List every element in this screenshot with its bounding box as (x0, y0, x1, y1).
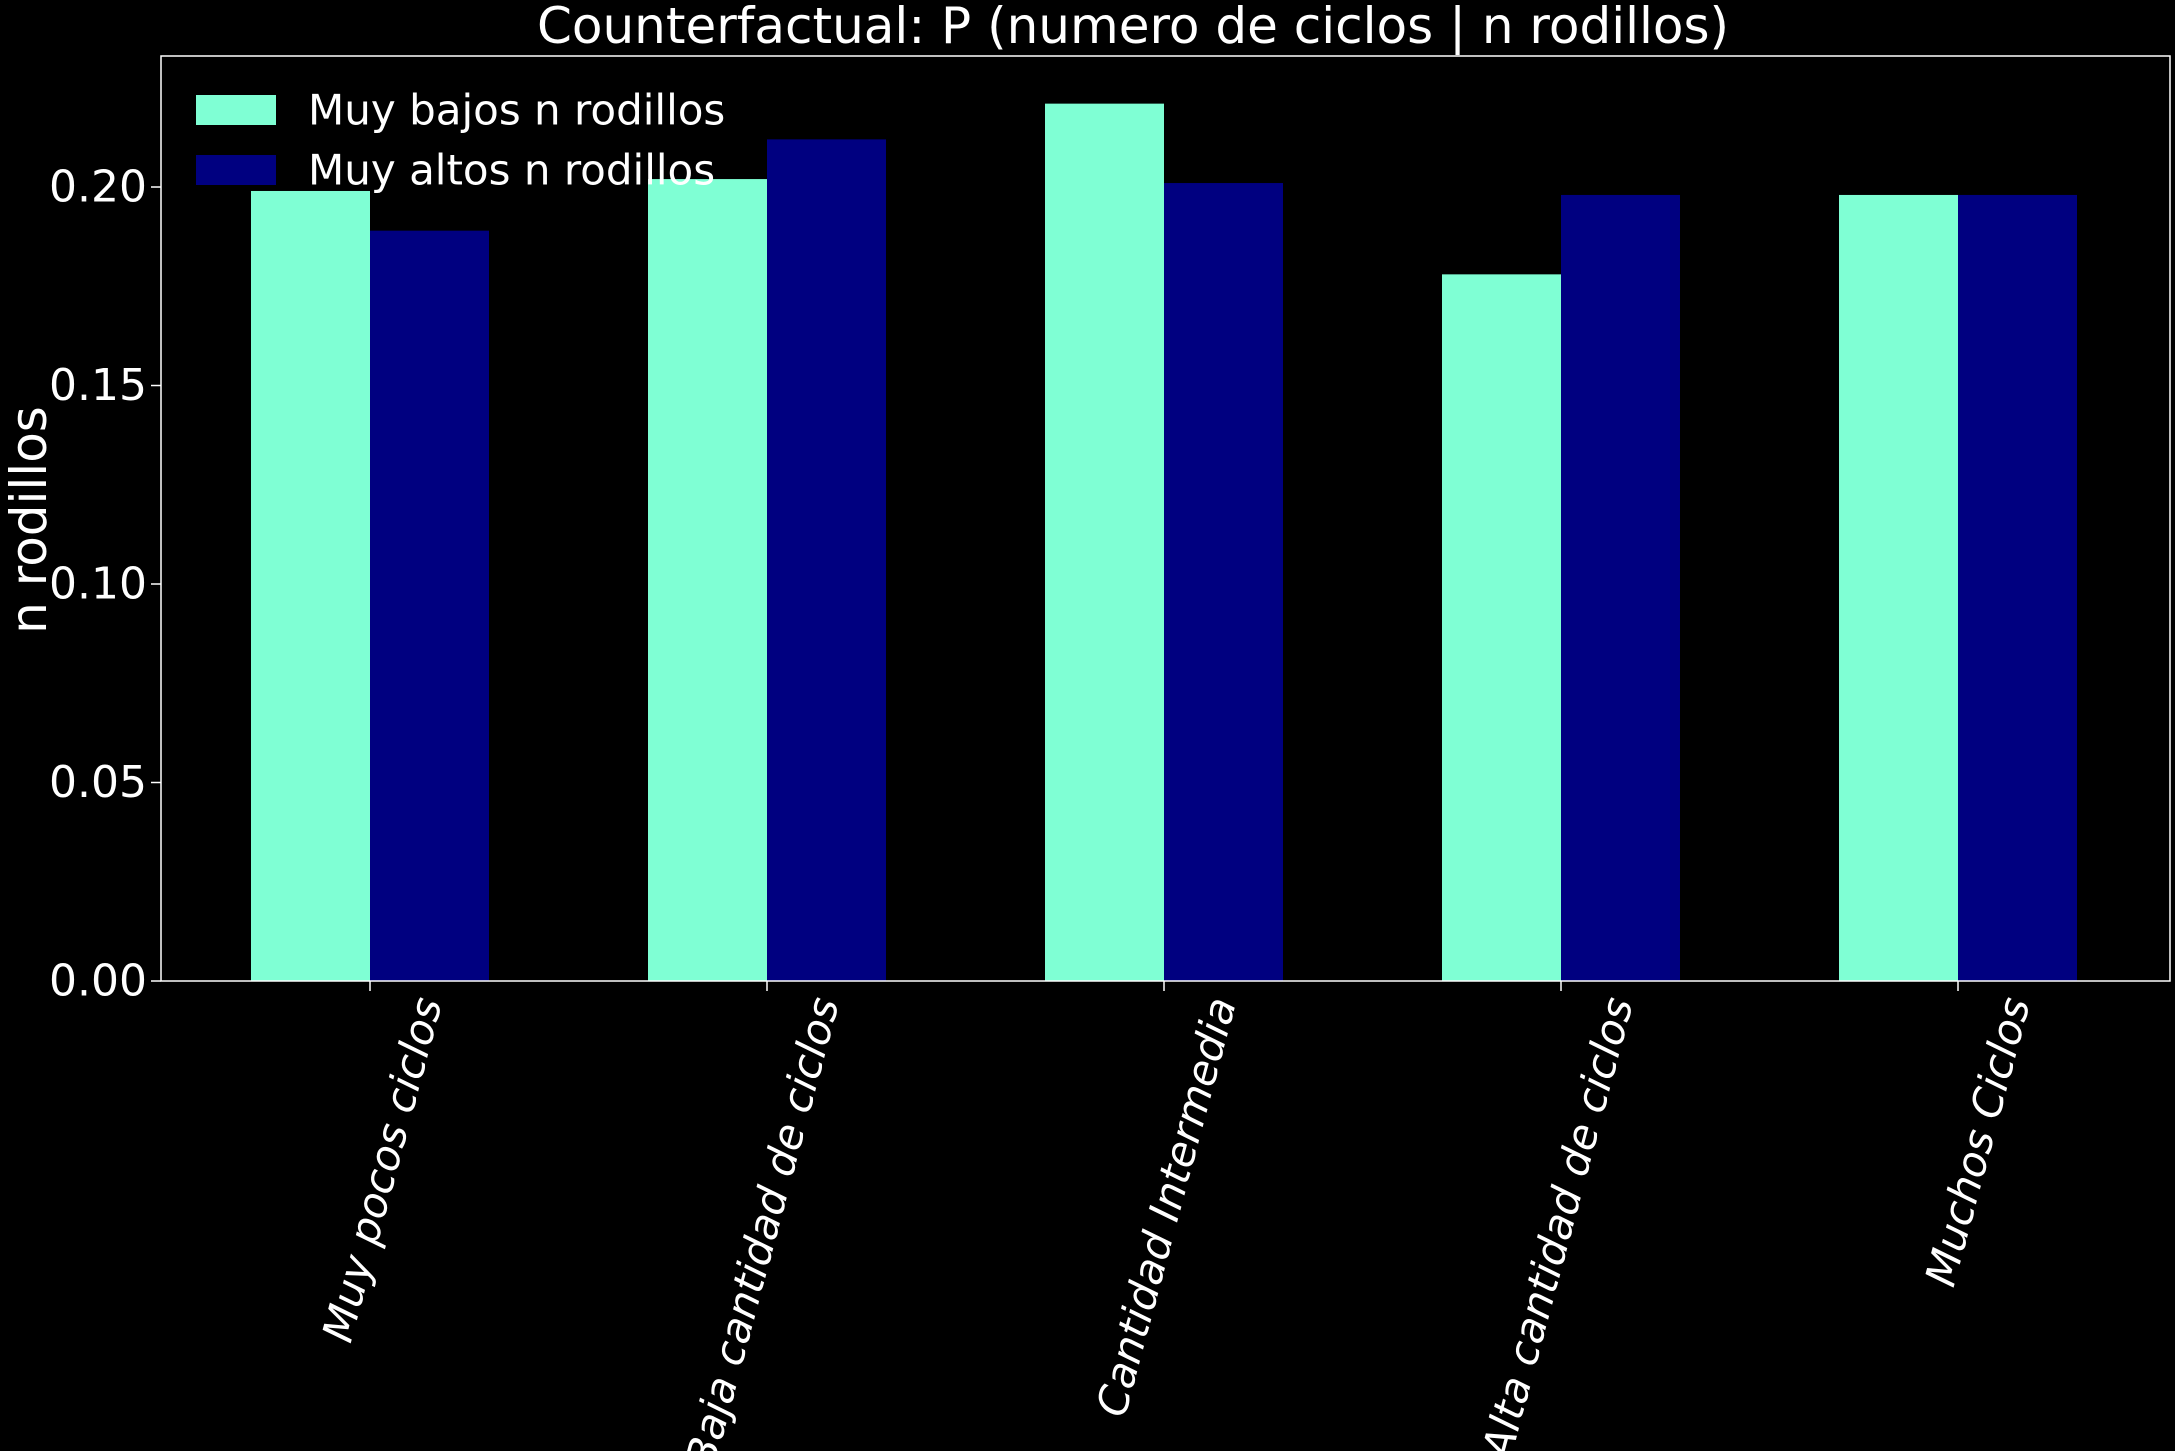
x-tick-label: Alta cantidad de ciclos (1472, 992, 1643, 1451)
bars (251, 103, 2077, 982)
bar-muy-altos-1 (370, 230, 489, 982)
bar-muy-altos-5 (1958, 194, 2077, 982)
y-tick-label: 0.15 (49, 360, 147, 411)
bar-muy-bajos-4 (1442, 274, 1561, 981)
legend-label-2: Muy altos n rodillos (308, 146, 715, 195)
bar-muy-bajos-1 (251, 190, 370, 982)
bar-muy-bajos-3 (1045, 103, 1164, 982)
x-tick-label: Muy pocos ciclos (313, 992, 452, 1347)
legend: Muy bajos n rodillos Muy altos n rodillos (196, 86, 725, 195)
bar-muy-bajos-5 (1839, 194, 1958, 982)
plot-frame (160, 55, 2171, 982)
x-tick-label: Muchos Ciclos (1916, 992, 2040, 1291)
y-tick-label: 0.00 (49, 956, 147, 1007)
legend-swatch-2 (196, 155, 276, 185)
chart-title: Counterfactual: P (numero de ciclos | n … (537, 0, 1729, 55)
y-axis-label: n rodillos (0, 406, 58, 634)
bar-muy-bajos-2 (648, 179, 767, 981)
bar-muy-altos-3 (1164, 183, 1283, 981)
x-tick-label: Baja cantidad de ciclos (676, 992, 849, 1451)
y-tick-label: 0.05 (49, 757, 147, 808)
legend-swatch-1 (196, 95, 276, 125)
bar-muy-altos-2 (767, 139, 886, 982)
y-tick-label: 0.10 (49, 559, 147, 610)
y-axis: 0.00 0.05 0.10 0.15 0.20 (49, 162, 161, 1007)
y-tick-label: 0.20 (49, 162, 147, 213)
legend-label-1: Muy bajos n rodillos (308, 86, 725, 135)
x-axis: Muy pocos ciclos Baja cantidad de ciclos C… (313, 981, 2040, 1451)
x-tick-label: Cantidad Intermedia (1087, 992, 1246, 1422)
bar-muy-altos-4 (1561, 194, 1680, 982)
